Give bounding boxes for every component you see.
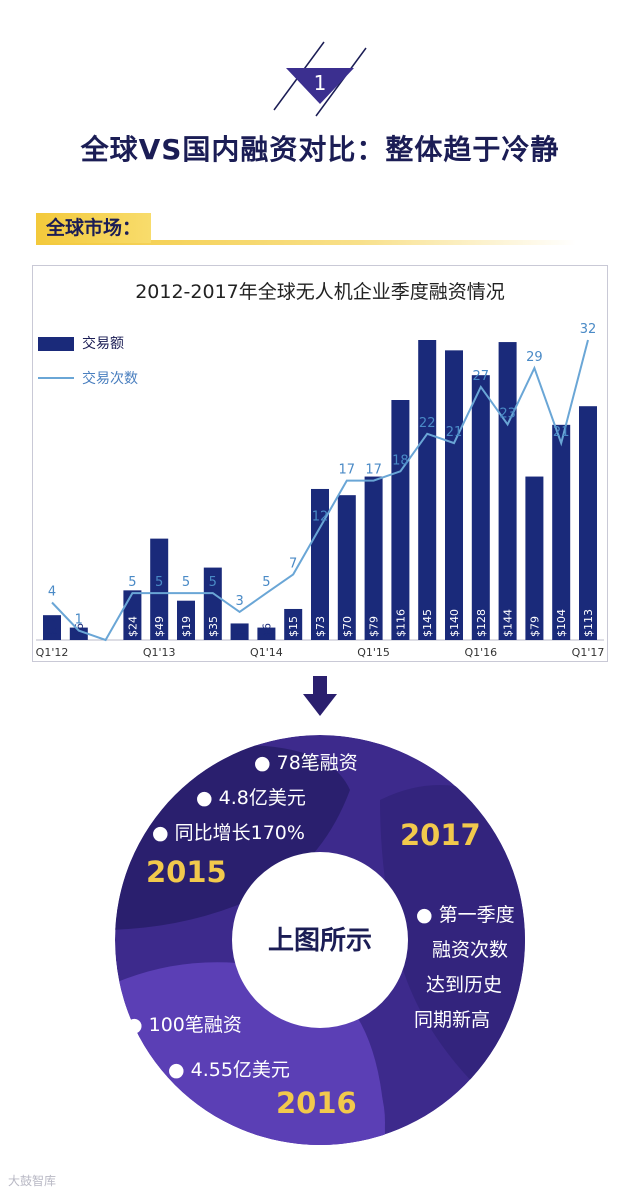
seg2017-year: 2017 [400, 818, 481, 852]
seg2016-item-amount: ● 4.55亿美元 [168, 1059, 290, 1081]
seg2017-line-2: 融资次数 [432, 939, 509, 961]
seg2015-item-amount: ● 4.8亿美元 [196, 787, 306, 809]
section-underline [36, 240, 576, 245]
donut-center-label: 上图所示 [267, 926, 372, 956]
watermark: 大鼓智库 [8, 1174, 57, 1188]
page-title: 全球VS国内融资对比：整体趋于冷静 [80, 133, 560, 166]
arrow-down-icon [303, 676, 337, 716]
seg2017-line-4: 同期新高 [414, 1009, 491, 1031]
seg2017-line-3: 达到历史 [426, 974, 503, 996]
seg2016-item-deals: ● 100笔融资 [126, 1014, 242, 1036]
seg2016-year: 2016 [276, 1086, 357, 1120]
seg2015-year: 2015 [146, 855, 227, 889]
chart-title: 2012-2017年全球无人机企业季度融资情况 [135, 281, 505, 303]
section-label: 全球市场： [36, 213, 152, 243]
badge-number: 1 [314, 71, 327, 95]
seg2017-line-1: ● 第一季度 [416, 904, 515, 926]
section-number-badge: 1 [273, 41, 367, 117]
seg2015-item-growth: ● 同比增长170% [152, 822, 305, 844]
seg2015-item-deals: ● 78笔融资 [254, 752, 358, 774]
